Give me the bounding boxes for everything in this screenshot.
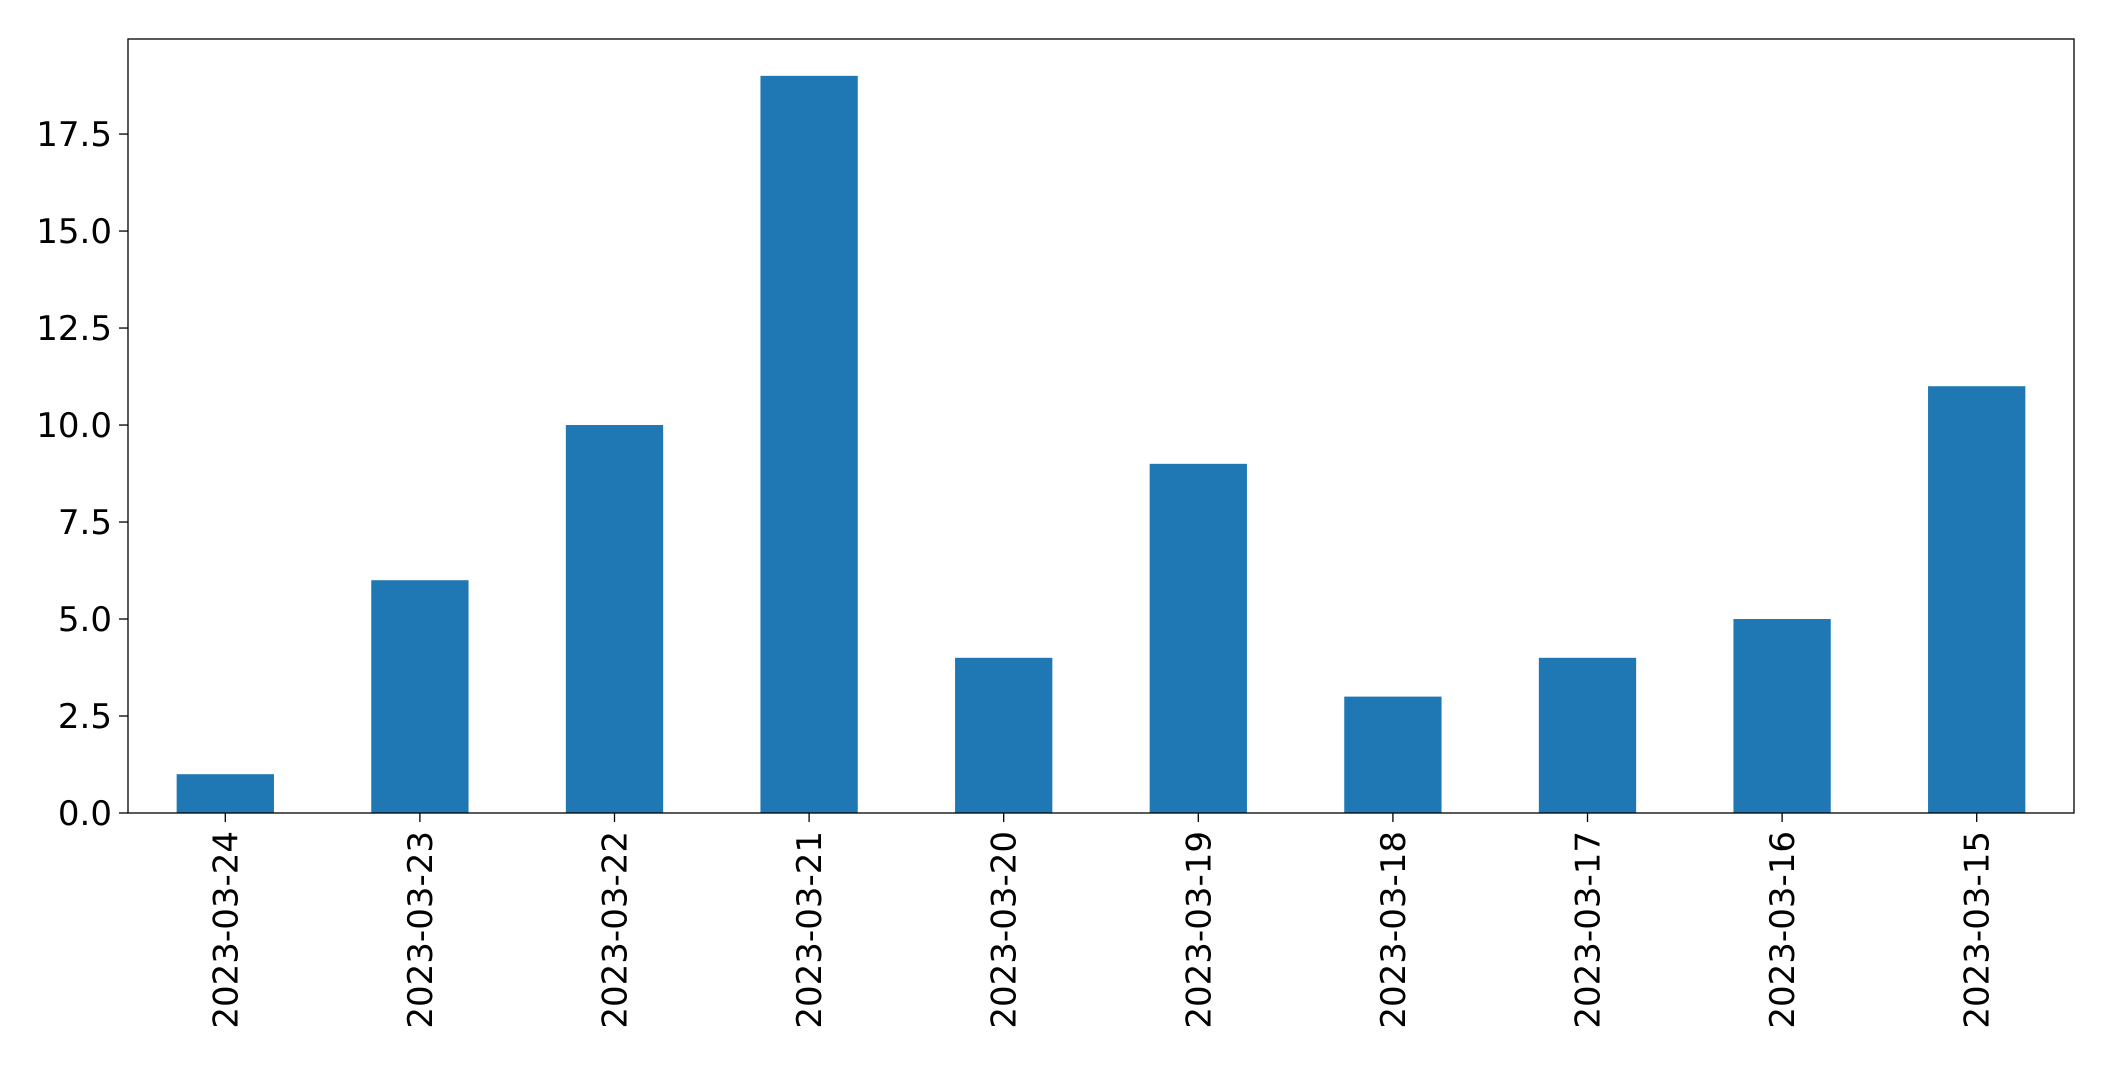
bars-layer: [176, 75, 2026, 814]
y-axis-ticks: 0.0 2.5 5.0 7.5 10.0 12.5 15.0 17.5: [36, 115, 128, 834]
bar-2023-03-15: [1928, 386, 2026, 813]
x-tick-label: 2023-03-16: [1763, 831, 1803, 1029]
x-tick-label: 2023-03-15: [1958, 831, 1998, 1029]
bar-2023-03-22: [565, 425, 664, 813]
y-tick-label: 15.0: [36, 212, 112, 252]
bar-2023-03-16: [1733, 619, 1831, 813]
y-tick-label: 2.5: [58, 697, 112, 737]
y-tick-label: 10.0: [36, 406, 112, 446]
x-tick-label: 2023-03-21: [790, 831, 830, 1029]
y-tick-label: 0.0: [58, 794, 112, 834]
x-axis-ticks: 2023-03-24 2023-03-23 2023-03-22 2023-03-21…: [206, 813, 1998, 1029]
y-tick-label: 5.0: [58, 600, 112, 640]
y-tick-label: 12.5: [36, 309, 112, 349]
x-tick-label: 2023-03-22: [596, 831, 636, 1029]
bar-2023-03-19: [1149, 463, 1247, 813]
x-tick-label: 2023-03-17: [1569, 831, 1609, 1029]
bar-2023-03-24: [176, 774, 274, 813]
axes-layer: [127, 38, 2075, 814]
x-tick-label: 2023-03-23: [401, 831, 441, 1029]
y-tick-label: 17.5: [36, 115, 112, 155]
bar-2023-03-18: [1344, 696, 1442, 813]
y-tick-label: 7.5: [58, 503, 112, 543]
x-tick-label: 2023-03-24: [206, 831, 246, 1029]
x-tick-label: 2023-03-19: [1179, 831, 1219, 1029]
x-tick-label: 2023-03-20: [985, 831, 1025, 1029]
plot-frame: [127, 38, 2075, 814]
bar-2023-03-23: [371, 580, 469, 813]
bar-2023-03-20: [955, 657, 1053, 813]
bar-2023-03-17: [1538, 657, 1637, 813]
x-tick-label: 2023-03-18: [1374, 831, 1414, 1029]
bar-2023-03-21: [760, 75, 858, 814]
